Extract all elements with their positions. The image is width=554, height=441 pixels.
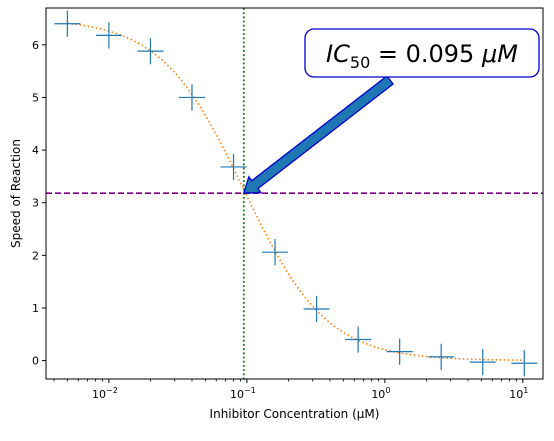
- data-point: [178, 84, 205, 111]
- data-point: [345, 326, 372, 353]
- annotation-box: [304, 28, 540, 78]
- y-tick-label: 1: [32, 302, 39, 315]
- y-tick-label: 0: [32, 355, 39, 368]
- data-point: [511, 350, 538, 377]
- y-tick-label: 5: [32, 91, 39, 104]
- data-point: [95, 22, 122, 49]
- data-point: [386, 338, 413, 365]
- x-axis-label: Inhibitor Concentration (μM): [210, 407, 380, 421]
- x-tick-label: 100: [371, 386, 390, 401]
- axes: 0 1 2 3 4 5 6 10−2 10−1 100 101 Inhibitor Concentra…: [9, 7, 544, 421]
- x-tick-label: 10−2: [92, 386, 118, 401]
- data-point: [303, 295, 330, 323]
- data-point: [137, 37, 164, 65]
- y-tick-label: 4: [32, 144, 39, 157]
- y-tick-label: 2: [32, 249, 39, 262]
- x-tick-label: 10−1: [230, 386, 256, 401]
- axes-frame: [45, 7, 544, 380]
- annotation-arrow: [242, 75, 395, 194]
- annotation: IC50 = 0.095 μM: [242, 28, 540, 194]
- data-point: [428, 343, 455, 371]
- fit-curve: [67, 22, 525, 361]
- y-axis-label: Speed of Reaction: [9, 139, 23, 248]
- data-point: [262, 239, 289, 266]
- ic50-label: IC50 = 0.095 μM: [326, 40, 518, 72]
- data-point: [54, 10, 81, 37]
- y-tick-label: 6: [32, 39, 39, 52]
- data-point: [469, 349, 496, 376]
- data-point: [220, 153, 247, 181]
- x-tick-label: 101: [509, 386, 528, 401]
- plot-inner: [46, 8, 543, 379]
- y-tick-label: 3: [32, 197, 39, 210]
- plot-area: [46, 8, 543, 379]
